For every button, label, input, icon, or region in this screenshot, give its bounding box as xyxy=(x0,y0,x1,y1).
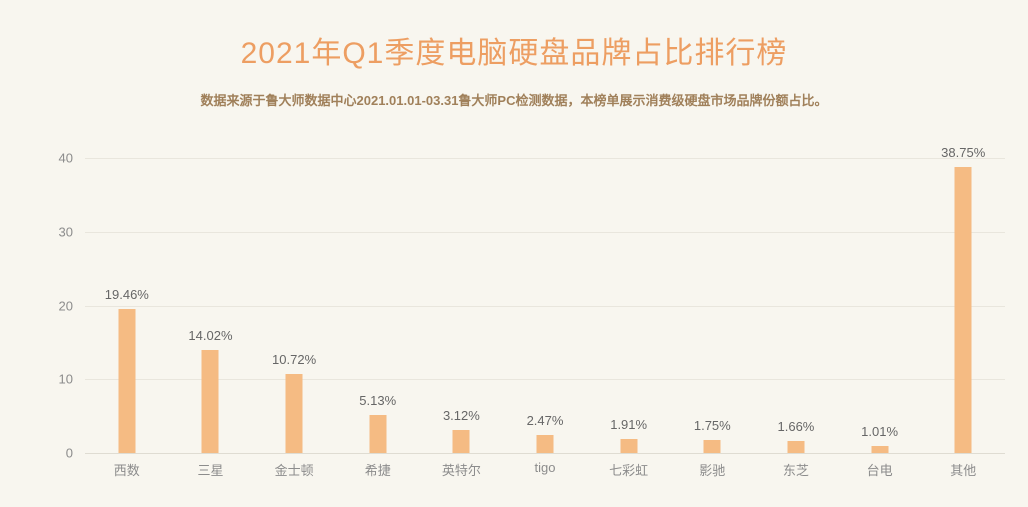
bar[interactable] xyxy=(369,415,387,453)
y-axis-tick-label: 40 xyxy=(58,150,73,166)
bar-value-label: 1.66% xyxy=(777,418,815,434)
bar-group: 1.66% 东芝 xyxy=(754,158,838,478)
bar-value-label: 1.01% xyxy=(861,423,899,439)
gridline-y-0 xyxy=(85,453,1005,454)
x-axis-label: 影驰 xyxy=(699,463,726,478)
bar-value-label: 38.75% xyxy=(941,145,986,161)
gridline-y-30 xyxy=(85,231,1005,233)
bar-value-label: 3.12% xyxy=(442,408,480,423)
bar-chart-plot-area: 0 10 20 30 40 19.46% 西数 14.02% 三星 10.72% 金士顿 5.13%… xyxy=(59,145,1005,478)
bar-group: 5.13% 希捷 xyxy=(336,158,420,478)
chart-title: 2021年Q1季度电脑硬盘品牌占比排行榜 xyxy=(240,37,788,70)
chart-subtitle: 数据来源于鲁大师数据中心2021.01.01-03.31鲁大师PC检测数据，本榜… xyxy=(200,93,828,108)
bar[interactable] xyxy=(285,373,303,453)
x-axis-label: 希捷 xyxy=(364,463,391,478)
bar-group: 19.46% 西数 xyxy=(85,158,169,478)
x-axis-label: tigo xyxy=(534,460,556,475)
y-axis-tick-label: 10 xyxy=(58,371,73,387)
x-axis-label: 台电 xyxy=(866,463,893,478)
x-axis-label: 东芝 xyxy=(782,463,809,478)
bar-value-label: 14.02% xyxy=(188,327,233,343)
x-axis-label: 英特尔 xyxy=(441,463,481,478)
x-axis-label: 西数 xyxy=(113,463,140,478)
y-axis-tick-label: 30 xyxy=(58,224,73,240)
bar-group: 14.02% 三星 xyxy=(169,158,253,478)
bar-value-label: 2.47% xyxy=(526,412,564,428)
bar-value-label: 1.91% xyxy=(610,416,648,432)
bar-slots: 19.46% 西数 14.02% 三星 10.72% 金士顿 5.13% 希捷 3.12% 英特尔… xyxy=(85,145,1005,478)
x-axis-label: 三星 xyxy=(197,463,224,478)
x-axis-label: 金士顿 xyxy=(274,463,314,478)
bar-group: 10.72% 金士顿 xyxy=(252,158,336,478)
y-axis-tick-label: 0 xyxy=(65,445,73,461)
bar-group: 1.01% 台电 xyxy=(838,158,922,478)
bar-group: 38.75% 其他 xyxy=(921,145,1005,478)
bar[interactable] xyxy=(703,440,721,453)
bar[interactable] xyxy=(871,445,889,453)
bar[interactable] xyxy=(118,309,136,453)
bar-group: 1.91% 七彩虹 xyxy=(587,158,671,478)
gridline-y-40 xyxy=(85,158,1005,159)
gridline-y-20 xyxy=(85,305,1005,307)
bar[interactable] xyxy=(536,434,554,453)
x-axis-label: 七彩虹 xyxy=(609,463,649,478)
y-axis-tick-label: 20 xyxy=(58,298,73,313)
bar-group: 3.12% 英特尔 xyxy=(420,158,504,478)
bar[interactable] xyxy=(201,349,219,453)
bar-group: 2.47% tigo xyxy=(503,158,587,475)
bar[interactable] xyxy=(787,440,805,453)
gridline-y-10 xyxy=(85,379,1005,381)
bar[interactable] xyxy=(954,167,972,453)
bar-value-label: 19.46% xyxy=(104,287,149,303)
bar[interactable] xyxy=(452,430,470,453)
x-axis-label: 其他 xyxy=(950,463,977,478)
bar[interactable] xyxy=(620,438,638,453)
bar-group: 1.75% 影驰 xyxy=(670,158,754,478)
bar-value-label: 10.72% xyxy=(272,351,317,367)
bar-value-label: 5.13% xyxy=(359,393,397,409)
bar-value-label: 1.75% xyxy=(693,418,731,434)
